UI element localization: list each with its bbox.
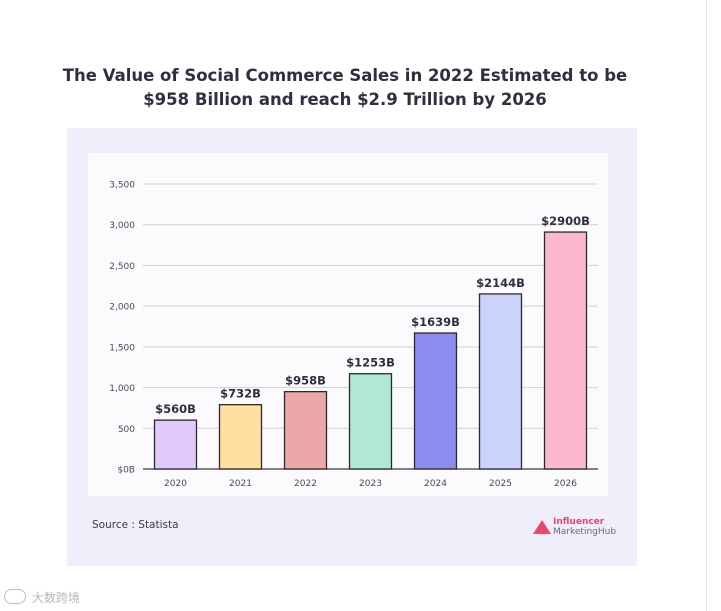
y-tick-label: 500 (118, 425, 135, 435)
data-label: $2144B (476, 276, 525, 290)
x-tick-label: 2022 (294, 479, 317, 489)
data-label: $1253B (346, 356, 395, 370)
x-tick-label: 2025 (489, 479, 512, 489)
data-label: $732B (220, 387, 261, 401)
y-tick-label: 3,500 (109, 181, 135, 191)
source-note: Source : Statista (92, 519, 179, 531)
logo-text-line1: Influencer (553, 517, 605, 527)
bar (218, 404, 263, 470)
x-tick-label: 2023 (359, 479, 382, 489)
bar (543, 231, 588, 470)
data-label: $560B (155, 402, 196, 416)
bar (283, 390, 328, 470)
watermark-text: 大数跨境 (31, 591, 80, 605)
y-tick-label: 3,000 (109, 221, 135, 231)
bar (348, 373, 393, 470)
y-tick-label: 2,500 (109, 262, 135, 272)
logo-triangle-icon (533, 520, 551, 534)
data-label: $2900B (541, 214, 590, 228)
y-tick-label: $0B (117, 466, 135, 476)
logo-text-line2: MarketingHub (553, 527, 617, 537)
x-tick-label: 2021 (229, 479, 252, 489)
y-tick-label: 2,000 (109, 303, 135, 313)
bar (413, 332, 458, 470)
x-tick-label: 2026 (554, 479, 577, 489)
page-edge-rule (706, 0, 707, 611)
y-tick-label: 1,500 (109, 343, 135, 353)
data-label: $1639B (411, 315, 460, 329)
data-label: $958B (285, 374, 326, 388)
y-tick-label: 1,000 (109, 384, 135, 394)
x-tick-label: 2020 (164, 479, 187, 489)
watermark: 大数跨境 (4, 589, 80, 606)
bar (153, 419, 198, 470)
watermark-logo-icon (4, 589, 26, 604)
chart-title: The Value of Social Commerce Sales in 20… (62, 66, 628, 109)
bar (478, 293, 523, 470)
x-tick-label: 2024 (424, 479, 447, 489)
